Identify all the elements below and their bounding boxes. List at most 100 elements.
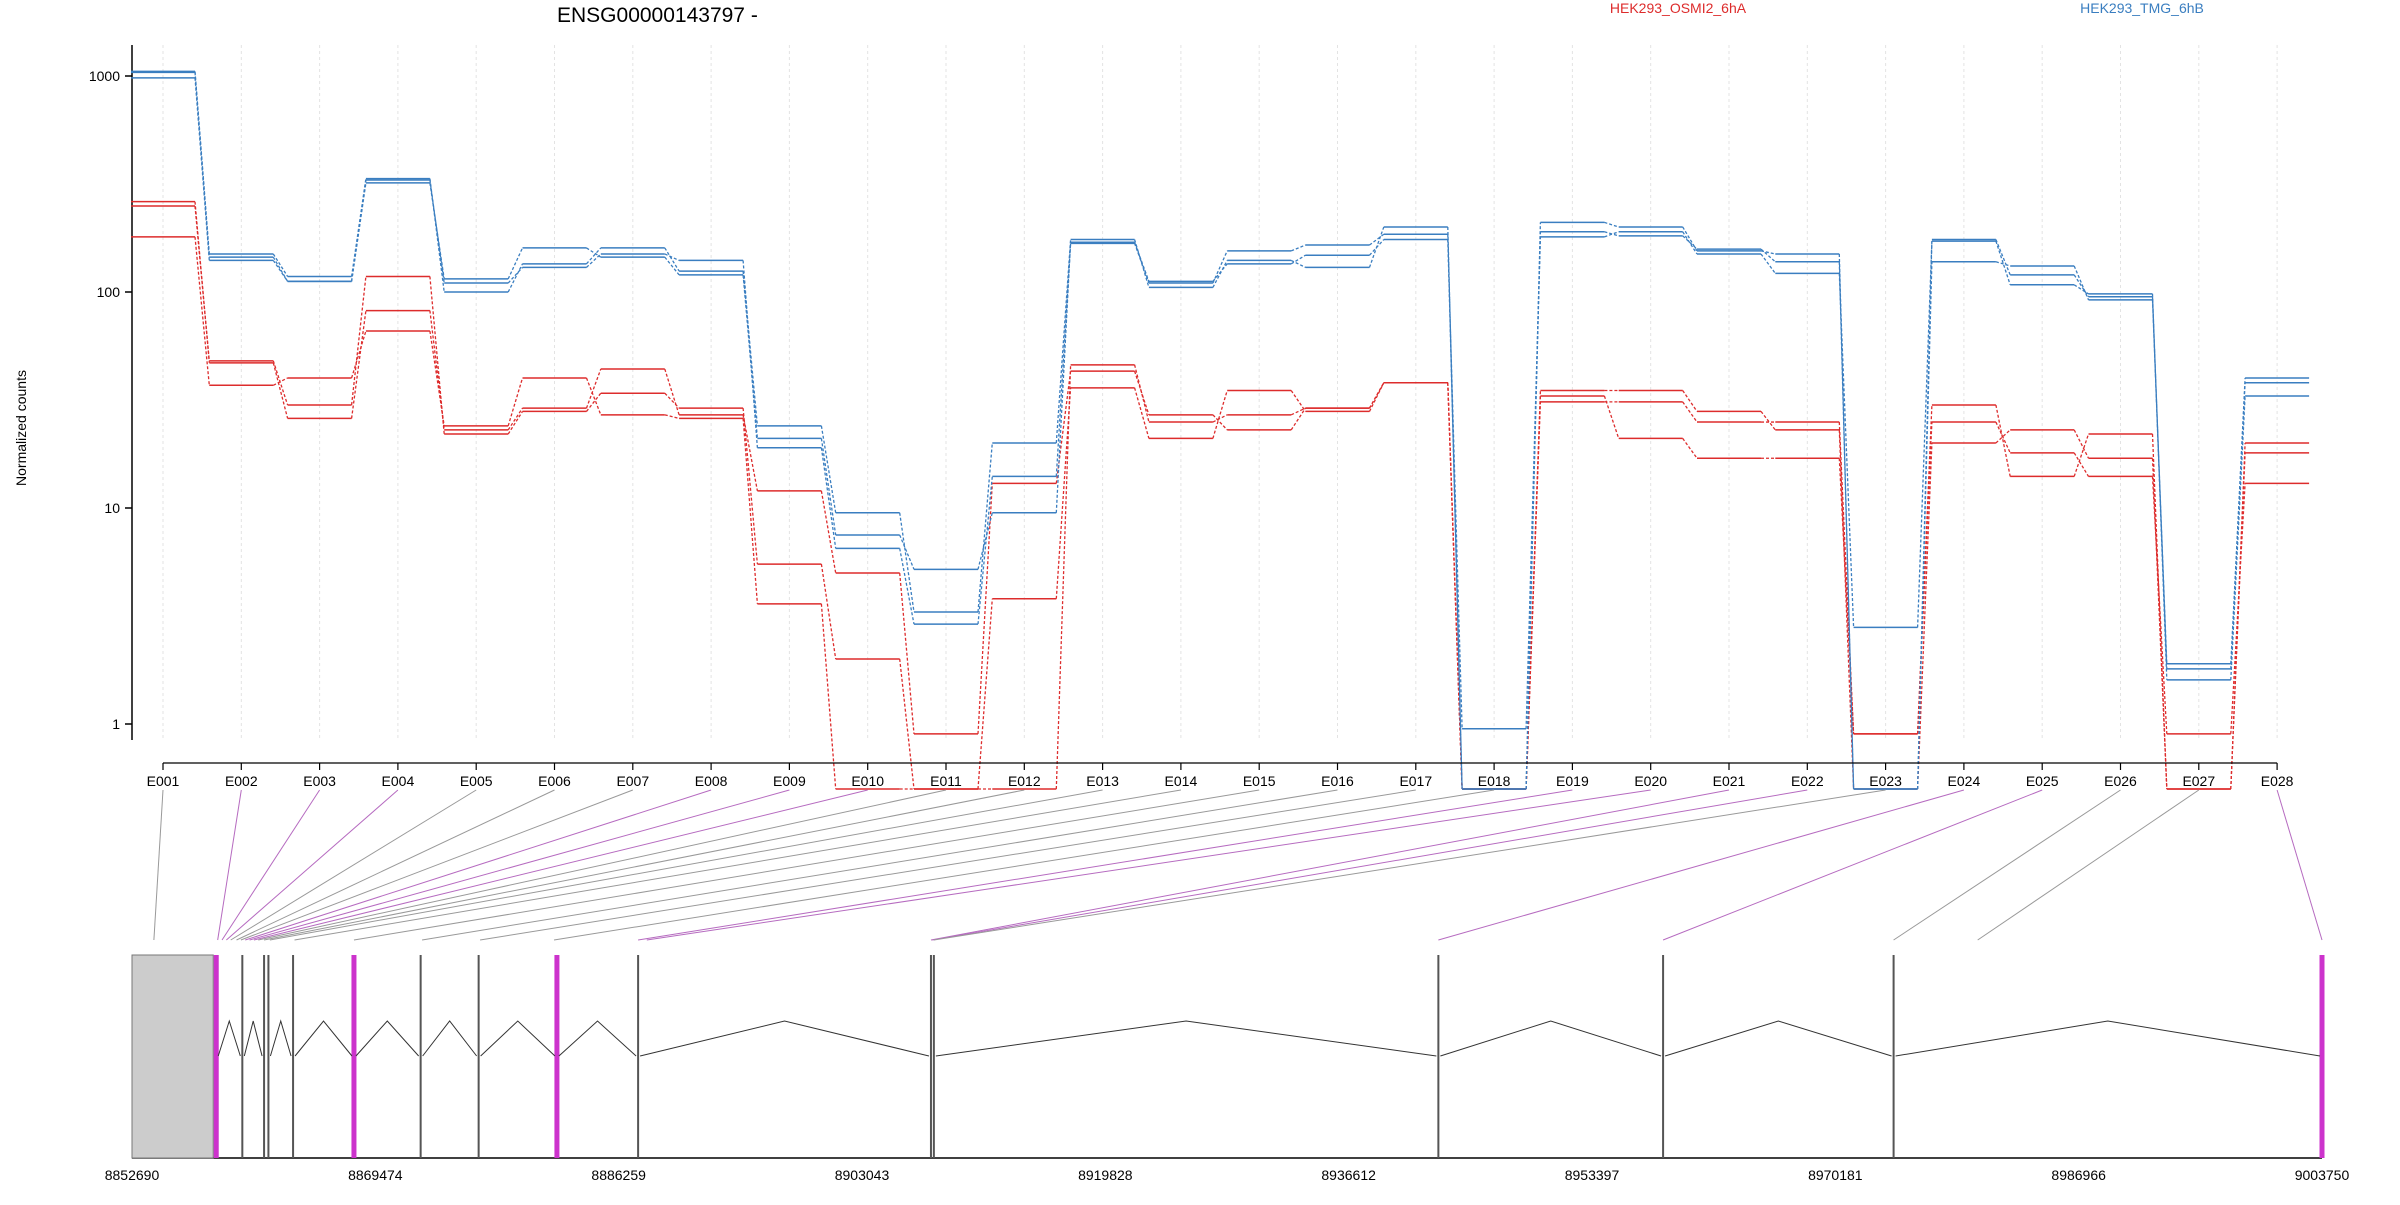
step-connector [977, 483, 993, 734]
step-connector [1055, 364, 1072, 790]
step-connector [899, 512, 915, 613]
step-connector [1995, 239, 2011, 276]
step-connector [2151, 293, 2168, 680]
exon-connector [253, 789, 868, 941]
step-connector [2073, 274, 2090, 298]
exon-connector [638, 789, 1573, 941]
exon-bar [267, 955, 270, 1158]
step-connector [664, 414, 680, 419]
step-connector [2230, 382, 2246, 664]
step-connector [350, 330, 367, 379]
step-connector [350, 310, 367, 419]
step-connector [742, 418, 759, 604]
step-connector [899, 572, 915, 734]
intron-line [422, 1020, 478, 1057]
step-connector [272, 362, 289, 419]
step-connector [742, 414, 759, 492]
step-connector [899, 658, 915, 790]
x-tick-label: E015 [1243, 773, 1276, 789]
step-connector [1133, 387, 1150, 439]
step-connector [1525, 390, 1542, 790]
step-connector [1055, 387, 1072, 599]
step-connector [1525, 236, 1542, 729]
step-connector [1916, 241, 1933, 628]
step-connector [1055, 239, 1072, 444]
step-connector [820, 438, 837, 536]
step-connector [1995, 240, 2011, 285]
step-connector [1604, 221, 1619, 228]
exon-bar [929, 955, 932, 1158]
intron-line [1895, 1020, 2321, 1057]
step-connector [820, 603, 837, 790]
step-connector [1212, 250, 1228, 284]
step-connector [272, 360, 289, 406]
step-connector [820, 490, 837, 574]
step-connector [1055, 371, 1072, 484]
x-tick-label: E025 [2026, 773, 2059, 789]
step-connector [664, 368, 680, 416]
genomic-tick-label: 8953397 [1565, 1167, 1620, 1183]
step-connector [1133, 370, 1150, 416]
step-connector [1525, 401, 1542, 790]
step-connector [1447, 239, 1463, 729]
exon-bar [554, 955, 560, 1158]
series-layer [131, 70, 2310, 790]
step-connector [1682, 401, 1698, 423]
genomic-tick-label: 8903043 [835, 1167, 890, 1183]
step-connector [2073, 284, 2089, 295]
x-tick-label: E005 [460, 773, 493, 789]
step-connector [585, 368, 602, 409]
y-tick-label: 100 [97, 284, 121, 300]
y-axis-label: Normalized counts [13, 370, 29, 486]
step-connector [664, 247, 680, 272]
step-connector [1760, 253, 1776, 274]
step-connector [1838, 429, 1855, 790]
series-line [131, 236, 2310, 790]
step-connector [742, 271, 759, 426]
step-connector [1290, 390, 1307, 412]
exon-bar [1662, 955, 1665, 1158]
x-tick-label: E026 [2104, 773, 2137, 789]
step-connector [507, 407, 524, 431]
step-connector [1916, 442, 1933, 790]
step-connector [586, 253, 602, 268]
exon-axis-layer: E001 E002 E003 E004 E005 E006 E007 E008 E009 E010… [147, 762, 2294, 789]
step-connector [586, 247, 602, 258]
step-connector [507, 411, 524, 435]
step-connector [429, 182, 445, 279]
exon-bar [637, 955, 640, 1158]
step-connector [1682, 438, 1698, 459]
x-tick-label: E027 [2182, 773, 2215, 789]
step-connector [1212, 414, 1228, 431]
intron-line [558, 1020, 637, 1057]
grid-layer [162, 45, 2278, 740]
step-connector [1368, 382, 1385, 412]
connector-layer [153, 789, 2323, 941]
exon-connector [646, 789, 1651, 941]
step-connector [507, 263, 524, 293]
step-connector [1212, 260, 1228, 288]
step-connector [194, 236, 210, 386]
step-connector [2073, 429, 2090, 459]
x-tick-label: E016 [1321, 773, 1354, 789]
genomic-tick-label: 8986966 [2051, 1167, 2106, 1183]
step-connector [586, 247, 602, 265]
step-connector [1212, 414, 1228, 423]
exon-connector [245, 789, 712, 941]
x-tick-label: E002 [225, 773, 258, 789]
genomic-tick-label: 8869474 [348, 1167, 403, 1183]
step-connector [664, 392, 680, 409]
step-connector [664, 256, 680, 276]
x-tick-label: E021 [1713, 773, 1746, 789]
exon-connector [1438, 789, 1965, 941]
step-connector [1838, 253, 1855, 790]
step-connector [899, 548, 915, 625]
x-tick-label: E006 [538, 773, 571, 789]
step-connector [1290, 407, 1306, 416]
intron-line [1440, 1020, 1662, 1057]
series-line [131, 200, 2310, 790]
step-connector [1760, 250, 1776, 255]
x-tick-label: E014 [1165, 773, 1198, 789]
exon-connector [1662, 789, 2043, 941]
